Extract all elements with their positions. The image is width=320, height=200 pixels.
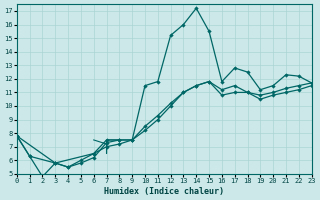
X-axis label: Humidex (Indice chaleur): Humidex (Indice chaleur) xyxy=(104,187,224,196)
